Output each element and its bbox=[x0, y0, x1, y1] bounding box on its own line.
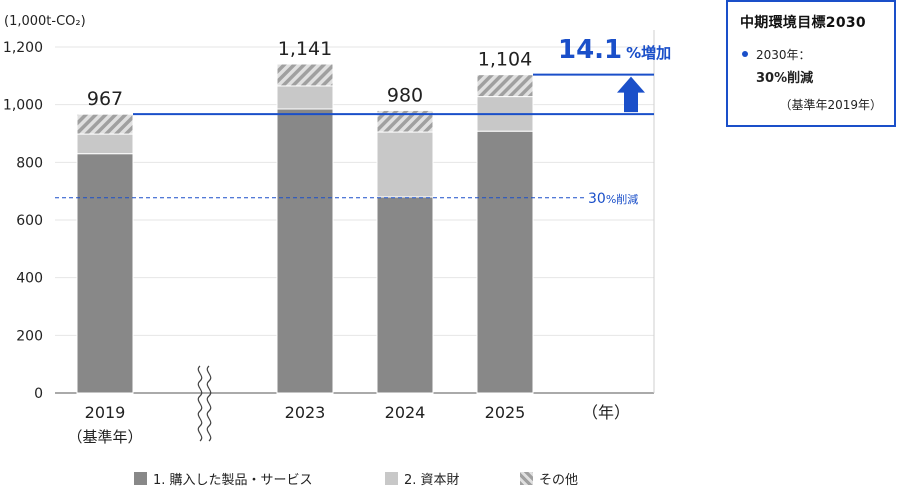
axis-break-mark bbox=[197, 365, 203, 442]
bar-segment bbox=[276, 63, 334, 87]
legend-item: その他 bbox=[520, 469, 578, 488]
bar-segment bbox=[76, 113, 134, 135]
legend-swatch bbox=[520, 472, 533, 485]
legend-label: 2. 資本財 bbox=[404, 473, 460, 488]
increase-annotation: 14.1 %増加 bbox=[558, 35, 671, 65]
legend-label: 1. 購入した製品・サービス bbox=[153, 473, 313, 488]
y-axis-ticks: 0 200 400 600 800 1,000 1,200 bbox=[3, 40, 43, 402]
goal-year-label: 2030年： bbox=[756, 48, 811, 62]
y-tick-label: 200 bbox=[16, 328, 43, 344]
goal-base-year-note: （基準年2019年） bbox=[779, 98, 882, 112]
bar-segment bbox=[276, 85, 334, 110]
bar-segment bbox=[376, 131, 434, 198]
x-tick-label: 2024 bbox=[385, 403, 426, 422]
bar-total-label: 980 bbox=[387, 84, 423, 106]
y-tick-label: 600 bbox=[16, 213, 43, 229]
bar-segment bbox=[76, 153, 134, 394]
y-axis-unit-label: (1,000t-CO₂) bbox=[4, 14, 86, 29]
x-tick-label: 2019 bbox=[85, 403, 126, 422]
bar-total-label: 1,141 bbox=[278, 38, 332, 60]
goal-target: 30%削減 bbox=[756, 71, 814, 86]
gridlines bbox=[55, 30, 655, 394]
legend: 1. 購入した製品・サービス 2. 資本財 その他 bbox=[0, 469, 903, 488]
x-tick-sublabel: （基準年） bbox=[67, 428, 142, 446]
bar-segment bbox=[76, 133, 134, 155]
legend-item: 1. 購入した製品・サービス bbox=[134, 469, 313, 488]
reduction-target-label: 30%削減 bbox=[588, 191, 638, 207]
x-tick-label: 2023 bbox=[285, 403, 326, 422]
bar-segment bbox=[376, 196, 434, 394]
y-tick-label: 1,200 bbox=[3, 40, 43, 56]
y-tick-label: 400 bbox=[16, 271, 43, 287]
mid-term-goal-box: 中期環境目標2030 2030年： 30%削減 （基準年2019年） bbox=[726, 0, 896, 127]
reference-lines: 30%削減 14.1 %増加 bbox=[55, 35, 671, 207]
y-tick-label: 1,000 bbox=[3, 98, 43, 114]
bar-total-label: 1,104 bbox=[478, 49, 532, 71]
axis-break-mark bbox=[206, 365, 212, 442]
bar-segment bbox=[376, 109, 434, 133]
x-axis-labels: 2019 （基準年） 2023 2024 2025 （年） bbox=[67, 403, 630, 446]
bullet-icon bbox=[742, 51, 748, 57]
y-tick-label: 800 bbox=[16, 155, 43, 171]
bar-segment bbox=[276, 108, 334, 394]
x-tick-label: 2025 bbox=[485, 403, 526, 422]
bar-segment bbox=[476, 130, 534, 394]
legend-label: その他 bbox=[539, 473, 579, 488]
x-axis-unit-label: （年） bbox=[582, 403, 630, 422]
increase-arrow-icon bbox=[617, 76, 645, 113]
bar-segment bbox=[476, 74, 534, 98]
legend-swatch bbox=[134, 472, 147, 485]
goal-title: 中期環境目標2030 bbox=[740, 15, 866, 31]
legend-swatch bbox=[385, 472, 398, 485]
goal-row: 2030年： bbox=[740, 46, 882, 63]
legend-item: 2. 資本財 bbox=[385, 469, 460, 488]
bar-total-label: 967 bbox=[87, 88, 123, 110]
y-tick-label: 0 bbox=[34, 386, 43, 402]
bars: 967 1,141 980 1,104 bbox=[76, 38, 534, 442]
